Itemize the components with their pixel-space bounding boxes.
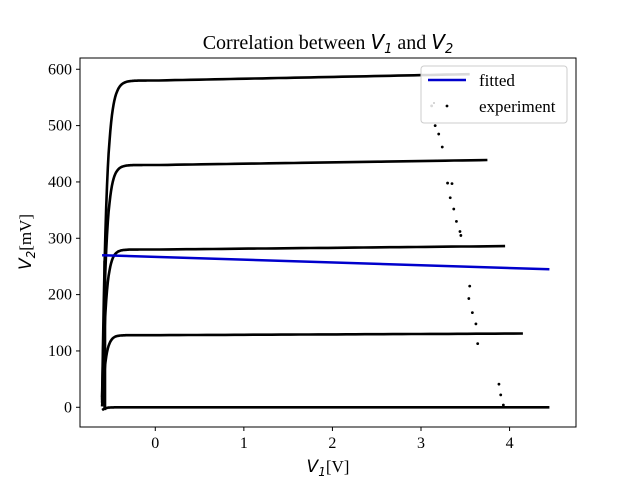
plot-area xyxy=(100,72,550,412)
legend: fitted experiment xyxy=(420,65,568,124)
axes-frame xyxy=(79,57,577,428)
y-tick-label: 0 xyxy=(64,399,72,416)
legend-experiment-swatch xyxy=(445,104,449,108)
experiment-point xyxy=(497,382,501,386)
experiment-curve xyxy=(100,244,506,403)
legend-experiment-swatch-faint xyxy=(433,102,435,104)
experiment-point xyxy=(501,403,505,407)
legend-experiment-label: experiment xyxy=(479,97,556,116)
experiment-curve xyxy=(101,405,550,412)
experiment-point xyxy=(437,132,441,136)
experiment-point xyxy=(455,219,458,223)
experiment-point xyxy=(499,393,503,397)
experiment-point xyxy=(450,182,454,186)
experiment-curve xyxy=(100,332,523,407)
y-tick-label: 200 xyxy=(48,287,72,304)
experiment-curve xyxy=(100,72,470,398)
fitted-line xyxy=(102,253,550,271)
experiment-point xyxy=(467,297,471,300)
experiment-curve xyxy=(100,158,488,400)
y-tick-label: 300 xyxy=(48,230,72,247)
chart-title: Correlation between V1 and V2 xyxy=(203,30,454,57)
experiment-point xyxy=(458,230,462,233)
y-axis-label: V2[mV] xyxy=(16,214,38,270)
y-tick-label: 500 xyxy=(48,118,72,135)
experiment-point xyxy=(452,207,456,211)
experiment-point xyxy=(433,124,437,128)
x-tick-label: 1 xyxy=(240,435,248,452)
x-tick-label: 0 xyxy=(151,435,159,452)
x-axis-label: V1[V] xyxy=(307,457,350,479)
experiment-point xyxy=(470,311,474,315)
experiment-point xyxy=(468,284,472,288)
experiment-point xyxy=(440,145,444,149)
legend-fitted-label: fitted xyxy=(479,71,515,90)
experiment-point xyxy=(476,342,480,346)
experiment-point xyxy=(446,181,449,185)
x-tick-label: 2 xyxy=(328,435,336,452)
experiment-point xyxy=(459,234,463,237)
experiment-point xyxy=(448,196,452,200)
y-tick-label: 100 xyxy=(48,343,72,360)
y-tick-label: 400 xyxy=(48,174,72,191)
x-axis-ticks: 0 1 2 3 4 xyxy=(151,427,514,452)
experiment-point xyxy=(474,322,478,326)
x-tick-label: 4 xyxy=(506,435,514,452)
x-tick-label: 3 xyxy=(417,435,425,452)
y-axis-ticks: 0 100 200 300 400 500 600 xyxy=(48,61,80,416)
y-tick-label: 600 xyxy=(48,61,72,78)
